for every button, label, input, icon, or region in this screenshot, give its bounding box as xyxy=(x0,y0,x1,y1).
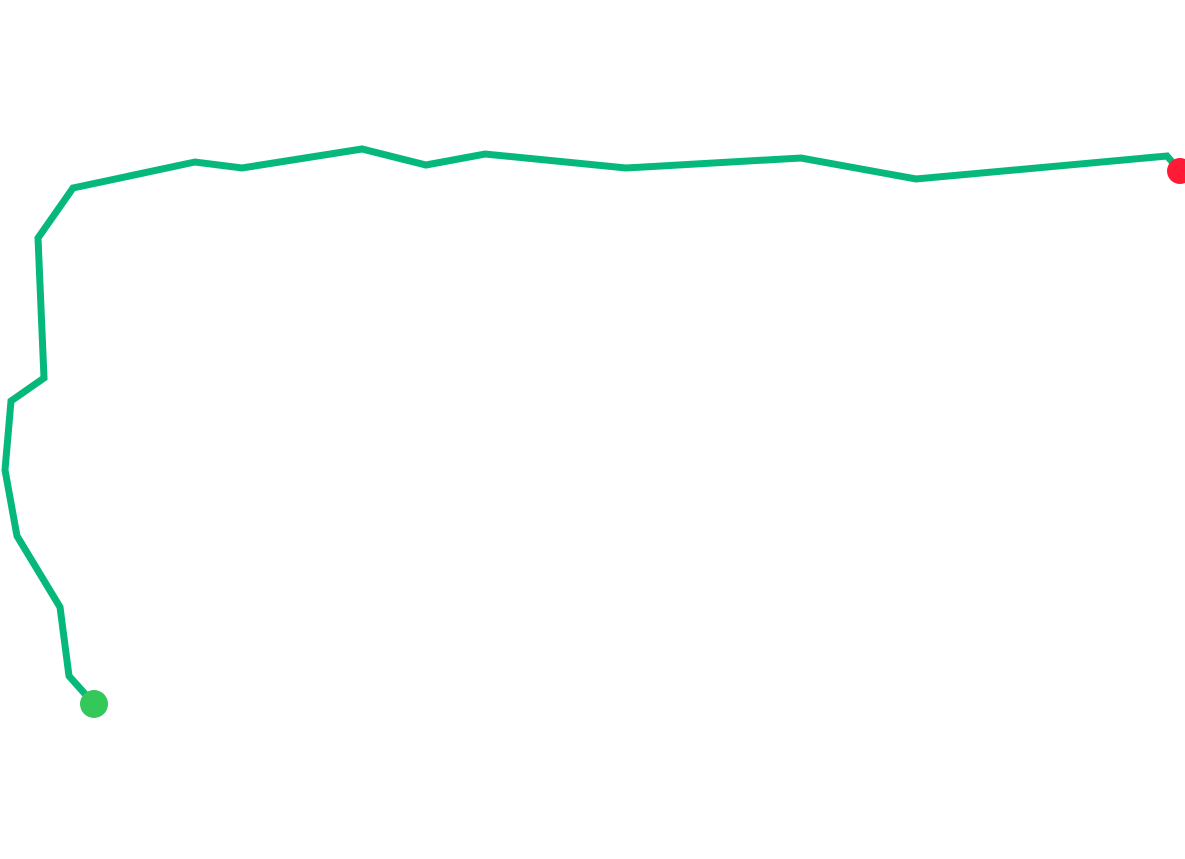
route-line xyxy=(1,145,1183,707)
end-point-icon[interactable] xyxy=(1167,158,1185,184)
start-point-icon[interactable] xyxy=(80,690,108,718)
